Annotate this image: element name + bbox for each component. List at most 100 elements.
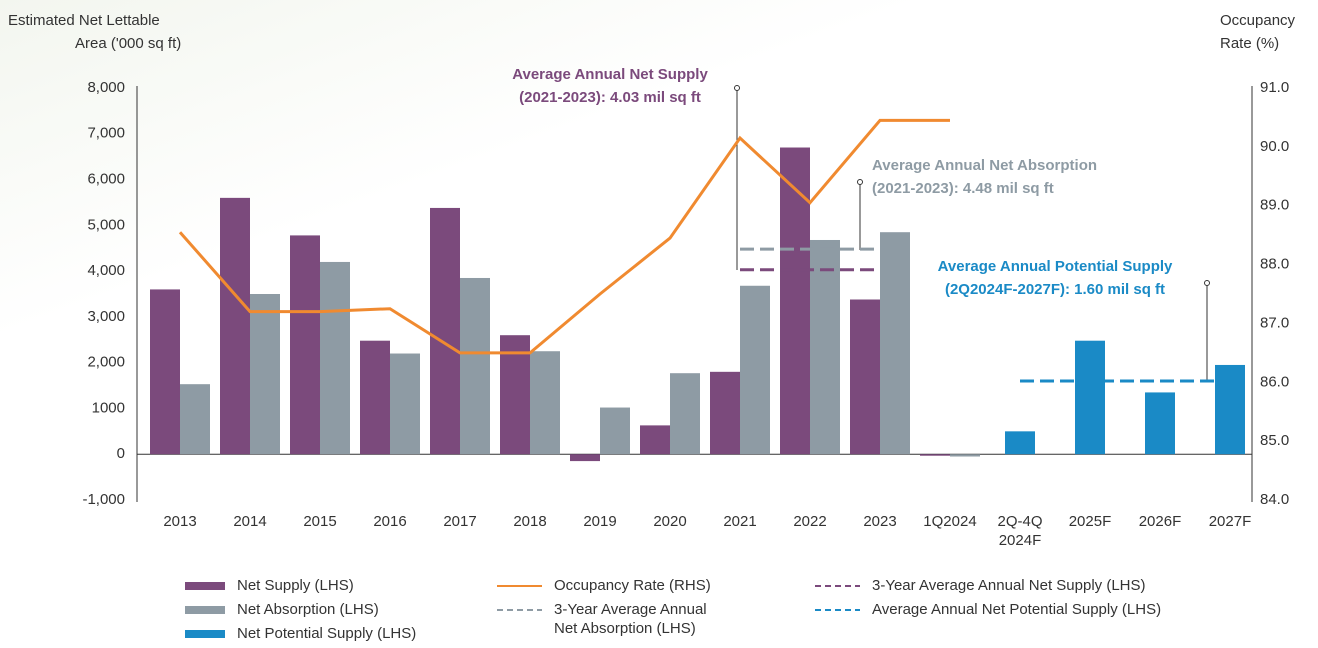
bar bbox=[500, 335, 530, 455]
bar bbox=[430, 207, 460, 455]
legend-entry: Net Absorption (LHS) bbox=[185, 600, 435, 619]
y-axis-label: Estimated Net Lettable bbox=[8, 12, 160, 29]
x-tick-label: 2014 bbox=[233, 513, 267, 530]
legend-entry: Net Supply (LHS) bbox=[185, 576, 435, 595]
bar bbox=[600, 407, 630, 455]
y-tick-label: 6,000 bbox=[87, 171, 125, 188]
y-tick-label: 3,000 bbox=[87, 308, 125, 325]
legend-label: Net Supply (LHS) bbox=[237, 577, 354, 594]
y2-axis-label: Rate (%) bbox=[1220, 35, 1279, 52]
y-axis-label: Area ('000 sq ft) bbox=[75, 35, 181, 52]
occupancy-line bbox=[178, 118, 950, 355]
y2-tick-label: 87.0 bbox=[1260, 314, 1289, 331]
bar bbox=[180, 384, 210, 455]
legend-entry: Net Potential Supply (LHS) bbox=[185, 624, 435, 643]
legend-label: Occupancy Rate (RHS) bbox=[554, 577, 711, 594]
annotation: Average Annual Net Supply bbox=[512, 66, 708, 83]
y-tick-label: -1,000 bbox=[82, 491, 125, 508]
bar bbox=[640, 425, 670, 455]
x-tick-label: 2026F bbox=[1138, 513, 1182, 530]
y-tick-label: 2,000 bbox=[87, 354, 125, 371]
bar bbox=[710, 371, 740, 455]
bar bbox=[360, 340, 390, 455]
y2-tick-label: 84.0 bbox=[1260, 491, 1289, 508]
bar bbox=[1075, 340, 1105, 455]
x-tick-label: 2017 bbox=[443, 513, 477, 530]
x-tick-label: 2020 bbox=[653, 513, 687, 530]
y2-tick-label: 88.0 bbox=[1260, 256, 1289, 273]
legend-marker bbox=[815, 585, 860, 587]
legend-entry: 3-Year Average Annual Net Supply (LHS) bbox=[815, 576, 1265, 595]
annotation: Average Annual Potential Supply bbox=[938, 258, 1173, 275]
y2-tick-label: 91.0 bbox=[1260, 79, 1289, 96]
bar bbox=[1145, 392, 1175, 455]
bar bbox=[320, 261, 350, 455]
bar bbox=[1005, 431, 1035, 455]
legend-label: 3-Year Average Annual Net Supply (LHS) bbox=[872, 577, 1146, 594]
legend-entry: Average Annual Net Potential Supply (LHS… bbox=[815, 600, 1265, 619]
annotation: (2Q2024F-2027F): 1.60 mil sq ft bbox=[945, 281, 1165, 298]
bar bbox=[390, 353, 420, 455]
callout-dot bbox=[857, 179, 863, 185]
x-tick-label: 2021 bbox=[723, 513, 757, 530]
bar bbox=[460, 277, 490, 455]
x-tick-label: 2023 bbox=[863, 513, 897, 530]
bar bbox=[220, 197, 250, 455]
legend-marker bbox=[185, 582, 225, 590]
y2-tick-label: 86.0 bbox=[1260, 373, 1289, 390]
y-tick-label: 1000 bbox=[92, 399, 125, 416]
callouts bbox=[734, 85, 1210, 380]
callout-dot bbox=[734, 85, 740, 91]
y-tick-label: 0 bbox=[117, 445, 125, 462]
y-tick-label: 8,000 bbox=[87, 79, 125, 96]
bar bbox=[150, 289, 180, 455]
y-tick-label: 7,000 bbox=[87, 125, 125, 142]
bar bbox=[780, 147, 810, 455]
legend-entry: Occupancy Rate (RHS) bbox=[497, 576, 717, 595]
x-tick-label: 1Q2024 bbox=[923, 513, 977, 530]
y-tick-label: 4,000 bbox=[87, 262, 125, 279]
legend-entry: 3-Year Average Annual Net Absorption (LH… bbox=[497, 600, 717, 638]
legend-marker bbox=[815, 609, 860, 611]
legend-swatch bbox=[185, 630, 225, 638]
legend-label: 3-Year Average Annual Net Absorption (LH… bbox=[554, 601, 707, 637]
bar bbox=[810, 239, 840, 455]
legend-label: Net Absorption (LHS) bbox=[237, 601, 379, 618]
bar bbox=[290, 235, 320, 455]
legend-marker bbox=[497, 585, 542, 587]
x-tick-label: 2013 bbox=[163, 513, 197, 530]
annotation: Average Annual Net Absorption bbox=[872, 157, 1097, 174]
legend-marker bbox=[497, 609, 542, 611]
x-tick-label: 2022 bbox=[793, 513, 827, 530]
bar bbox=[850, 299, 880, 455]
y-tick-label: 5,000 bbox=[87, 216, 125, 233]
x-tick-label: 2025F bbox=[1068, 513, 1112, 530]
bar bbox=[570, 454, 600, 462]
y2-tick-label: 90.0 bbox=[1260, 138, 1289, 155]
bar bbox=[1215, 364, 1245, 455]
annotation: (2021-2023): 4.03 mil sq ft bbox=[519, 89, 701, 106]
x-tick-label: 2Q-4Q 2024F bbox=[997, 513, 1043, 549]
bar bbox=[250, 294, 280, 455]
bar bbox=[880, 232, 910, 455]
x-tick-label: 2018 bbox=[513, 513, 547, 530]
x-tick-label: 2015 bbox=[303, 513, 337, 530]
y2-axis-label: Occupancy bbox=[1220, 12, 1296, 29]
x-tick-label: 2019 bbox=[583, 513, 617, 530]
bar bbox=[950, 454, 980, 457]
bar bbox=[670, 373, 700, 455]
x-tick-label: 2016 bbox=[373, 513, 407, 530]
legend-label: Average Annual Net Potential Supply (LHS… bbox=[872, 601, 1162, 618]
legend-swatch bbox=[185, 606, 225, 614]
x-tick-label: 2027F bbox=[1208, 513, 1252, 530]
callout-dot bbox=[1204, 280, 1210, 286]
legend-marker bbox=[185, 606, 225, 614]
legend-swatch bbox=[185, 582, 225, 590]
y2-tick-label: 85.0 bbox=[1260, 432, 1289, 449]
y2-tick-label: 89.0 bbox=[1260, 197, 1289, 214]
bar bbox=[530, 351, 560, 455]
bar bbox=[920, 454, 950, 456]
legend-marker bbox=[185, 630, 225, 638]
